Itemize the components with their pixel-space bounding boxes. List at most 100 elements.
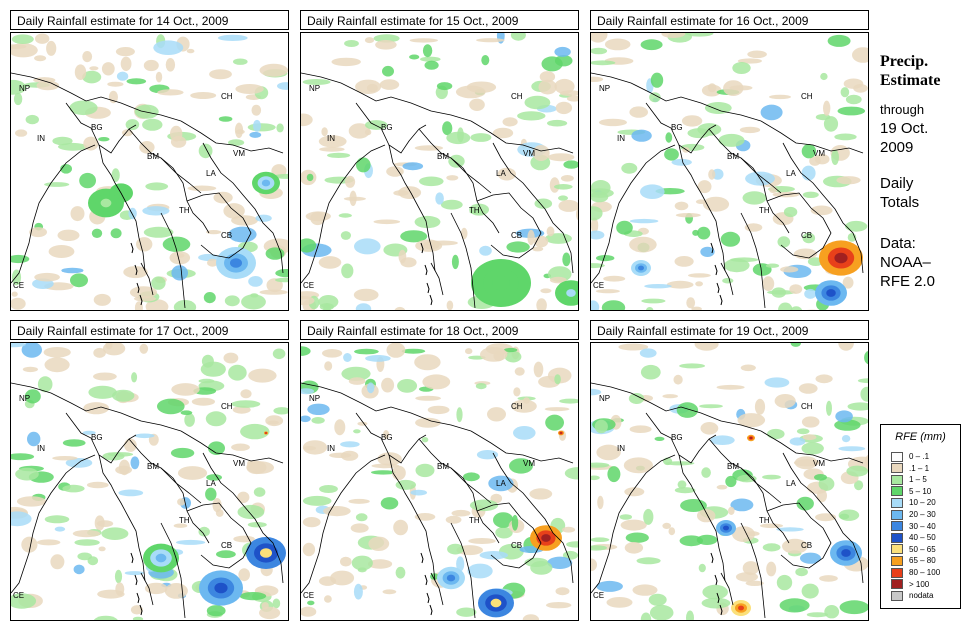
rain-patch [765,263,780,268]
rain-patch [184,413,195,427]
rain-patch [702,196,730,212]
country-border [65,102,137,154]
rain-patch [70,206,85,222]
country-label: BG [91,433,103,442]
rain-patch [190,92,217,99]
rain-patch [414,513,436,521]
rain-patch [79,172,96,189]
rain-patch [365,355,391,362]
rain-patch [845,220,868,232]
rainfall-map: NP CH IN BG BM VM LA TH CB CE [590,342,869,621]
rain-patch [354,238,381,255]
legend-swatch [891,544,903,555]
rain-patch [864,350,868,365]
rain-patch [247,460,254,467]
island-outline [136,592,140,604]
rain-patch [769,186,778,194]
island-outline [130,552,134,564]
legend-item: 50 – 65 [891,544,936,555]
rain-patch [601,300,626,310]
rain-patch [93,372,117,381]
rain-patch [842,276,854,289]
rain-patch [323,303,331,310]
country-label: TH [469,516,480,525]
country-label: CH [221,402,233,411]
rain-patch [479,551,508,560]
rain-patch [116,71,129,81]
country-border [301,382,472,432]
rain-patch [241,294,266,310]
rain-patch [382,65,394,77]
rain-patch [762,276,775,292]
country-border [160,522,186,619]
rain-patch [228,364,247,381]
country-border [708,438,790,544]
country-border [65,412,137,464]
rain-patch [536,298,547,310]
rain-patch [424,60,439,70]
rain-patch [72,530,101,538]
country-border [476,502,542,569]
rain-patch [623,457,653,474]
rain-patch [118,459,130,476]
rain-patch [386,343,406,358]
rain-patch [177,466,208,480]
rain-hotspot [230,258,242,268]
rain-patch [495,526,513,539]
rain-patch [74,539,100,546]
country-label: CE [593,591,604,600]
country-label: TH [759,516,770,525]
rain-hotspot [492,275,510,291]
rain-patch [679,535,703,547]
rain-patch [401,348,426,354]
rain-patch [301,606,317,617]
island-outline [424,574,428,586]
rain-patch [547,556,573,569]
rain-patch [704,102,732,114]
rain-patch [11,79,27,95]
rain-patch [809,156,821,166]
rain-patch [131,372,138,383]
rain-patch [15,467,39,481]
rain-patch [722,277,734,284]
country-label: LA [496,479,506,488]
rain-hotspot [566,289,576,297]
rain-patch [448,154,465,168]
legend-swatch [891,497,903,508]
rain-patch [310,211,326,226]
rain-patch [591,475,600,481]
legend-label: .1 – 1 [909,463,930,473]
end-date-line-2: 2009 [880,139,914,156]
island-outline [420,552,424,564]
rain-patch [800,552,821,564]
rain-patch [469,203,489,216]
legend-item: nodata [891,590,933,601]
rain-hotspot [490,598,502,608]
country-label: VM [813,459,825,468]
rain-hotspot [100,198,112,208]
rain-patch [502,117,518,127]
rain-patch [511,514,519,531]
rain-patch [732,526,755,542]
rain-patch [646,307,654,310]
rain-patch [624,487,645,497]
rain-patch [479,245,492,256]
rain-patch [591,206,603,221]
rain-patch [409,38,438,43]
rain-patch [44,182,70,187]
rain-patch [175,539,206,545]
country-label: LA [206,169,216,178]
rain-patch [554,78,575,94]
rain-patch [819,575,838,582]
rain-patch [496,33,505,44]
rain-patch [767,428,785,440]
rain-patch [628,393,645,404]
rain-patch [695,281,703,287]
rain-patch [566,541,578,548]
rain-patch [13,92,23,106]
rain-patch [302,517,321,528]
panel-title: Daily Rainfall estimate for 17 Oct., 200… [10,320,289,340]
rain-patch [93,293,111,306]
rain-patch [240,423,270,440]
rain-patch [779,598,810,613]
